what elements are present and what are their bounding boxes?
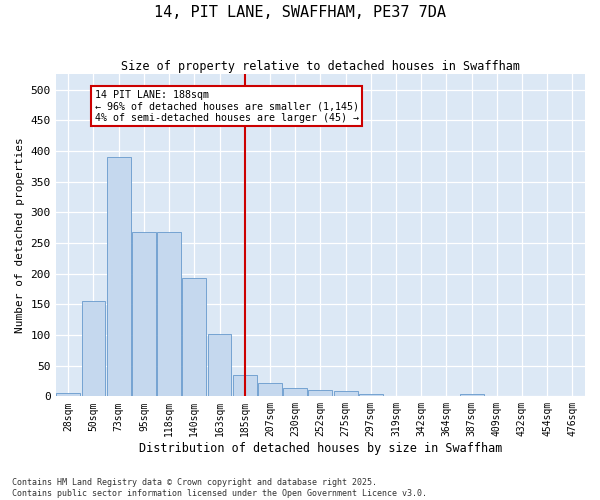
Bar bbox=[107, 157, 131, 396]
Title: Size of property relative to detached houses in Swaffham: Size of property relative to detached ho… bbox=[121, 60, 520, 73]
Bar bbox=[359, 394, 383, 396]
Bar bbox=[182, 278, 206, 396]
Bar bbox=[157, 232, 181, 396]
Text: Contains HM Land Registry data © Crown copyright and database right 2025.
Contai: Contains HM Land Registry data © Crown c… bbox=[12, 478, 427, 498]
Bar bbox=[208, 334, 232, 396]
Bar bbox=[334, 392, 358, 396]
Bar bbox=[308, 390, 332, 396]
Bar bbox=[132, 232, 156, 396]
Y-axis label: Number of detached properties: Number of detached properties bbox=[15, 138, 25, 333]
X-axis label: Distribution of detached houses by size in Swaffham: Distribution of detached houses by size … bbox=[139, 442, 502, 455]
Bar bbox=[283, 388, 307, 396]
Bar bbox=[258, 383, 282, 396]
Bar bbox=[82, 301, 106, 396]
Bar bbox=[56, 394, 80, 396]
Bar bbox=[460, 394, 484, 396]
Text: 14, PIT LANE, SWAFFHAM, PE37 7DA: 14, PIT LANE, SWAFFHAM, PE37 7DA bbox=[154, 5, 446, 20]
Text: 14 PIT LANE: 188sqm
← 96% of detached houses are smaller (1,145)
4% of semi-deta: 14 PIT LANE: 188sqm ← 96% of detached ho… bbox=[95, 90, 359, 122]
Bar bbox=[233, 375, 257, 396]
